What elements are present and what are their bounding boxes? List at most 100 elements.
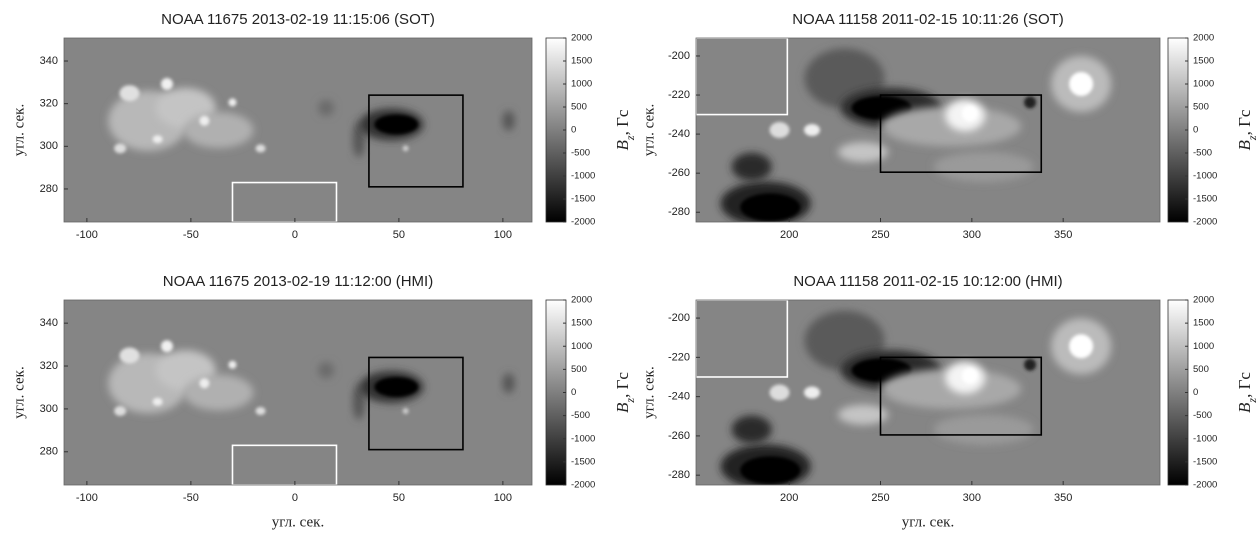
magnetic-feature bbox=[731, 152, 772, 181]
magnetic-feature bbox=[374, 376, 419, 397]
region-box bbox=[696, 38, 789, 116]
magnetic-feature bbox=[740, 456, 801, 485]
colorbar-label-unit: , Гс bbox=[1235, 109, 1254, 135]
region-box bbox=[231, 181, 338, 222]
magnetic-feature bbox=[228, 98, 237, 107]
magnetic-feature bbox=[961, 367, 978, 384]
y-axis-label: угл. сек. bbox=[11, 366, 27, 418]
magnetic-feature bbox=[114, 406, 127, 416]
colorbar-tick-label: 0 bbox=[1193, 387, 1198, 398]
magnetic-feature bbox=[318, 99, 335, 116]
colorbar-tick-label: -2000 bbox=[571, 217, 595, 228]
magnetic-feature bbox=[1024, 96, 1037, 109]
y-tick-label: -240 bbox=[668, 128, 690, 140]
magnetic-feature bbox=[961, 105, 978, 122]
colorbar-tick-label: 1500 bbox=[1193, 318, 1214, 329]
region-box bbox=[879, 356, 1043, 436]
magnetic-feature bbox=[228, 360, 237, 369]
plot-frame bbox=[695, 37, 1161, 223]
y-tick-label: -260 bbox=[668, 430, 690, 442]
x-tick-label: -100 bbox=[76, 229, 98, 241]
x-axis-label: угл. сек. bbox=[902, 514, 954, 530]
colorbar-label: Bz, Гс bbox=[613, 109, 637, 150]
colorbar-tick-label: -1500 bbox=[571, 194, 595, 205]
panel-title: NOAA 11675 2013-02-19 11:12:00 (HMI) bbox=[163, 273, 433, 290]
y-tick-label: -280 bbox=[668, 469, 690, 481]
colorbar-label-subscript: z bbox=[623, 135, 637, 141]
magnetic-feature bbox=[160, 340, 173, 353]
magnetic-feature bbox=[152, 397, 163, 406]
colorbar-tick-label: -500 bbox=[571, 410, 590, 421]
colorbar-tick-label: 1500 bbox=[571, 318, 592, 329]
colorbar-tick-label: -1000 bbox=[1193, 433, 1217, 444]
colorbar-tick-label: 1500 bbox=[1193, 56, 1214, 67]
y-tick-label: -260 bbox=[668, 167, 690, 179]
magnetogram bbox=[64, 38, 532, 222]
y-tick-label: 280 bbox=[40, 183, 58, 195]
y-tick-label: 340 bbox=[40, 317, 58, 329]
magnetic-feature bbox=[119, 85, 140, 102]
magnetic-feature bbox=[114, 143, 127, 154]
colorbar-label-symbol: B bbox=[1235, 402, 1254, 413]
x-tick-label: 350 bbox=[1054, 229, 1072, 241]
y-tick-label: -280 bbox=[668, 206, 690, 218]
x-tick-label: -100 bbox=[76, 492, 98, 504]
colorbar-tick-label: 2000 bbox=[571, 295, 592, 306]
magnetic-feature bbox=[1069, 72, 1094, 96]
colorbar-tick-label: 500 bbox=[1193, 364, 1209, 375]
x-axis-label: угл. сек. bbox=[272, 514, 324, 530]
y-axis-label: угл. сек. bbox=[641, 366, 657, 418]
x-tick-label: 300 bbox=[963, 229, 981, 241]
magnetic-feature bbox=[199, 378, 210, 389]
magnetic-feature bbox=[183, 112, 254, 148]
colorbar-label-subscript: z bbox=[1245, 135, 1259, 141]
y-tick-label: 280 bbox=[40, 446, 58, 458]
y-tick-label: 340 bbox=[40, 55, 58, 67]
colorbar-tick-label: -500 bbox=[1193, 148, 1212, 159]
colorbar-tick-label: -1000 bbox=[571, 433, 595, 444]
magnetic-feature bbox=[1024, 358, 1037, 371]
magnetic-feature bbox=[731, 415, 772, 444]
colorbar-tick-label: 0 bbox=[1193, 125, 1198, 136]
colorbar-label-symbol: B bbox=[613, 402, 632, 413]
colorbar-tick-label: 500 bbox=[571, 102, 587, 113]
magnetic-feature bbox=[1069, 334, 1094, 359]
panel-title: NOAA 11158 2011-02-15 10:11:26 (SOT) bbox=[792, 11, 1064, 28]
magnetic-feature bbox=[933, 151, 1034, 182]
magnetic-feature bbox=[402, 408, 409, 414]
magnetic-feature bbox=[838, 142, 889, 163]
colorbar-tick-label: 1000 bbox=[1193, 79, 1214, 90]
y-tick-label: -200 bbox=[668, 312, 690, 324]
region-box bbox=[696, 300, 789, 378]
y-tick-label: -220 bbox=[668, 351, 690, 363]
y-tick-label: -200 bbox=[668, 50, 690, 62]
magnetic-feature bbox=[402, 145, 409, 152]
x-tick-label: 100 bbox=[494, 229, 512, 241]
colorbar-tick-label: -2000 bbox=[571, 480, 595, 491]
colorbar-label: Bz, Гс bbox=[1235, 372, 1259, 413]
magnetic-feature bbox=[838, 404, 889, 425]
magnetogram bbox=[696, 38, 1160, 222]
magnetic-feature bbox=[318, 362, 335, 379]
magnetic-feature bbox=[199, 115, 210, 126]
y-tick-label: 300 bbox=[40, 140, 58, 152]
magnetic-feature bbox=[183, 374, 254, 411]
colorbar-label-subscript: z bbox=[1245, 398, 1259, 404]
magnetic-feature bbox=[255, 407, 266, 415]
magnetic-feature bbox=[933, 414, 1034, 445]
magnetic-feature bbox=[255, 144, 266, 153]
region-box bbox=[368, 356, 464, 451]
colorbar-tick-label: 1000 bbox=[571, 341, 592, 352]
colorbar-label: Bz, Гс bbox=[613, 372, 637, 413]
x-tick-label: 0 bbox=[292, 492, 298, 504]
x-tick-label: 50 bbox=[393, 492, 405, 504]
x-tick-label: 250 bbox=[871, 229, 889, 241]
colorbar-tick-label: -1500 bbox=[1193, 194, 1217, 205]
magnetic-feature bbox=[119, 347, 140, 364]
x-tick-label: 200 bbox=[780, 492, 798, 504]
y-tick-label: 320 bbox=[40, 360, 58, 372]
y-tick-label: -220 bbox=[668, 89, 690, 101]
colorbar-tick-label: -1000 bbox=[571, 171, 595, 182]
colorbar-label-subscript: z bbox=[623, 398, 637, 404]
